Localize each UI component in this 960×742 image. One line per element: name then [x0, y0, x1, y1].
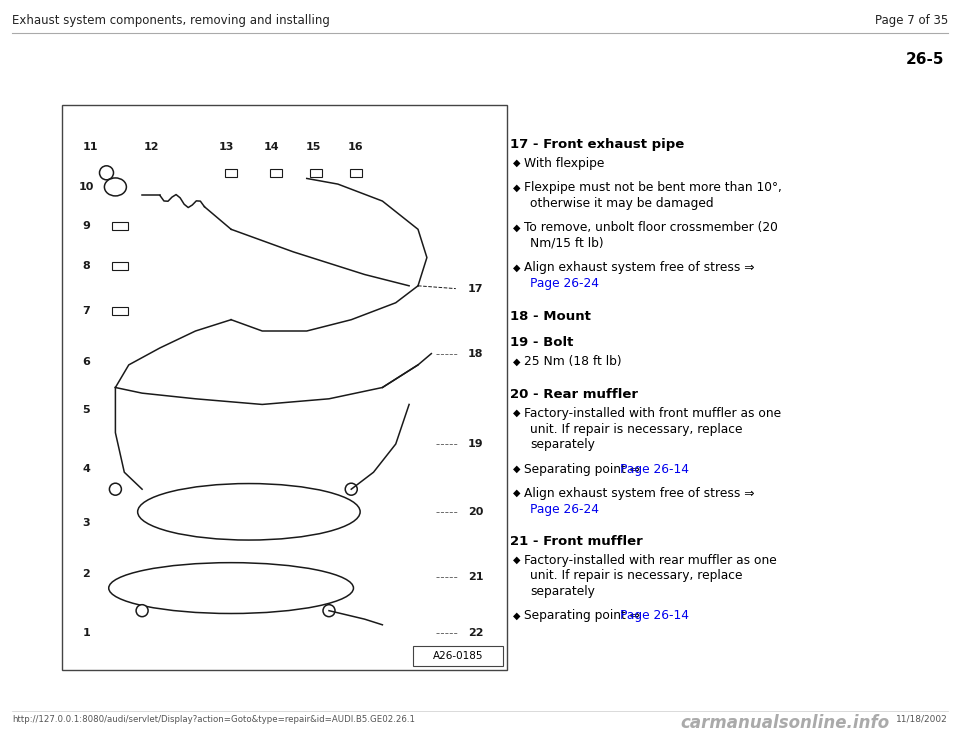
Text: 3: 3 — [83, 518, 90, 528]
Text: separately: separately — [530, 585, 595, 598]
Text: http://127.0.0.1:8080/audi/servlet/Display?action=Goto&type=repair&id=AUDI.B5.GE: http://127.0.0.1:8080/audi/servlet/Displ… — [12, 715, 415, 724]
Text: ◆: ◆ — [514, 488, 520, 498]
Bar — [225, 168, 237, 177]
Circle shape — [100, 165, 113, 180]
Text: Page 26-24: Page 26-24 — [530, 277, 599, 290]
Text: 2: 2 — [83, 569, 90, 579]
Text: otherwise it may be damaged: otherwise it may be damaged — [530, 197, 713, 210]
Circle shape — [346, 483, 357, 495]
Bar — [413, 646, 503, 666]
Circle shape — [136, 605, 148, 617]
Text: 16: 16 — [348, 142, 364, 152]
Circle shape — [323, 605, 335, 617]
Bar — [112, 262, 128, 270]
Text: 5: 5 — [83, 405, 90, 415]
Circle shape — [109, 483, 121, 495]
Bar — [112, 223, 128, 231]
Text: A26-0185: A26-0185 — [433, 651, 483, 661]
Text: ◆: ◆ — [514, 183, 520, 192]
Text: Align exhaust system free of stress ⇒: Align exhaust system free of stress ⇒ — [524, 261, 755, 275]
Text: 22: 22 — [468, 628, 484, 638]
Bar — [310, 168, 322, 177]
Text: 9: 9 — [83, 221, 90, 232]
Text: 8: 8 — [83, 261, 90, 271]
Text: Exhaust system components, removing and installing: Exhaust system components, removing and … — [12, 14, 330, 27]
Text: separately: separately — [530, 438, 595, 451]
Text: Page 26-24: Page 26-24 — [530, 502, 599, 516]
Bar — [112, 307, 128, 315]
Bar — [270, 168, 281, 177]
Text: 6: 6 — [83, 357, 90, 367]
Text: 21: 21 — [468, 572, 484, 582]
Text: 7: 7 — [83, 306, 90, 316]
Text: 17: 17 — [468, 283, 484, 294]
Text: Factory-installed with front muffler as one: Factory-installed with front muffler as … — [524, 407, 781, 420]
Text: 26-5: 26-5 — [905, 52, 944, 67]
Text: 25 Nm (18 ft lb): 25 Nm (18 ft lb) — [524, 355, 622, 369]
Text: ◆: ◆ — [514, 356, 520, 367]
Text: ◆: ◆ — [514, 223, 520, 232]
Text: 13: 13 — [219, 142, 234, 152]
Text: 18: 18 — [468, 349, 484, 358]
Text: Factory-installed with rear muffler as one: Factory-installed with rear muffler as o… — [524, 554, 777, 567]
Text: unit. If repair is necessary, replace: unit. If repair is necessary, replace — [530, 422, 742, 436]
Text: 4: 4 — [83, 464, 90, 474]
Text: 20: 20 — [468, 507, 484, 516]
Text: carmanualsonline.info: carmanualsonline.info — [680, 714, 889, 732]
Ellipse shape — [105, 178, 127, 196]
Text: 20 - Rear muffler: 20 - Rear muffler — [510, 388, 638, 401]
Text: Flexpipe must not be bent more than 10°,: Flexpipe must not be bent more than 10°, — [524, 182, 781, 194]
Bar — [62, 105, 507, 670]
Text: ◆: ◆ — [514, 555, 520, 565]
Text: unit. If repair is necessary, replace: unit. If repair is necessary, replace — [530, 570, 742, 582]
Text: 10: 10 — [79, 182, 94, 192]
Text: Page 26-14: Page 26-14 — [620, 462, 689, 476]
Text: 11: 11 — [84, 142, 99, 152]
Text: Page 7 of 35: Page 7 of 35 — [875, 14, 948, 27]
Text: ◆: ◆ — [514, 408, 520, 418]
Text: 15: 15 — [305, 142, 321, 152]
Text: Nm/15 ft lb): Nm/15 ft lb) — [530, 237, 604, 250]
Text: Separating point ⇒: Separating point ⇒ — [524, 462, 644, 476]
Text: 11/18/2002: 11/18/2002 — [897, 715, 948, 724]
Text: 12: 12 — [143, 142, 158, 152]
Text: Separating point ⇒: Separating point ⇒ — [524, 609, 644, 623]
Text: 17 - Front exhaust pipe: 17 - Front exhaust pipe — [510, 138, 684, 151]
Text: 19: 19 — [468, 439, 484, 449]
Text: ◆: ◆ — [514, 158, 520, 168]
Text: With flexpipe: With flexpipe — [524, 157, 605, 170]
Text: 21 - Front muffler: 21 - Front muffler — [510, 535, 643, 548]
Text: 14: 14 — [263, 142, 279, 152]
Text: Align exhaust system free of stress ⇒: Align exhaust system free of stress ⇒ — [524, 487, 755, 500]
Text: 19 - Bolt: 19 - Bolt — [510, 337, 573, 349]
Text: To remove, unbolt floor crossmember (20: To remove, unbolt floor crossmember (20 — [524, 222, 778, 234]
Text: Page 26-14: Page 26-14 — [620, 609, 689, 623]
Bar — [349, 168, 362, 177]
Text: ◆: ◆ — [514, 263, 520, 272]
Text: 18 - Mount: 18 - Mount — [510, 309, 590, 323]
Text: 1: 1 — [83, 628, 90, 638]
Text: ◆: ◆ — [514, 464, 520, 473]
Text: ◆: ◆ — [514, 611, 520, 620]
